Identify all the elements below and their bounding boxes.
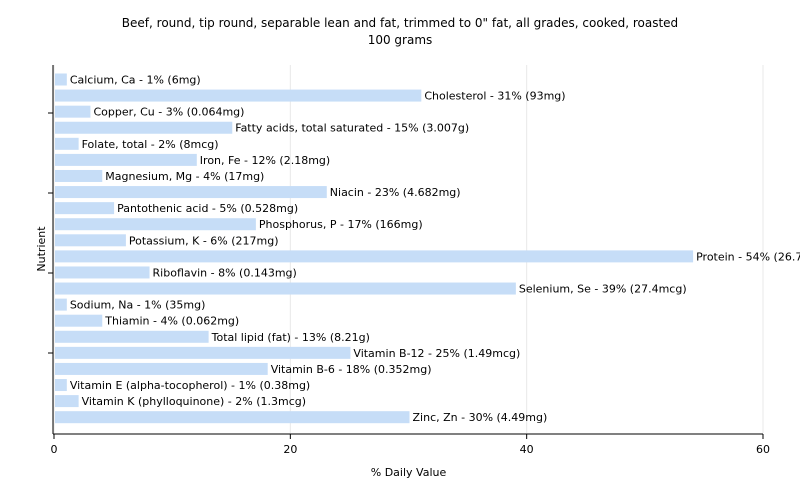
- bar-label: Calcium, Ca - 1% (6mg): [70, 74, 201, 87]
- bars: [55, 73, 694, 424]
- bar: [55, 218, 256, 231]
- bar-label: Potassium, K - 6% (217mg): [129, 234, 279, 247]
- x-tick-label: 40: [520, 443, 534, 456]
- bar: [55, 234, 126, 247]
- bar: [55, 362, 268, 375]
- x-tick-label: 20: [283, 443, 297, 456]
- bar: [55, 379, 67, 392]
- bar-label: Vitamin E (alpha-tocopherol) - 1% (0.38m…: [70, 379, 310, 392]
- bar-label: Pantothenic acid - 5% (0.528mg): [117, 202, 298, 215]
- bar-label: Magnesium, Mg - 4% (17mg): [105, 170, 264, 183]
- bar: [55, 105, 91, 118]
- bar-label: Total lipid (fat) - 13% (8.21g): [211, 331, 370, 344]
- x-tick-label: 0: [51, 443, 58, 456]
- bar: [55, 266, 150, 279]
- axes: 0 20 40 60: [48, 65, 770, 456]
- bar: [55, 250, 694, 263]
- bar-label: Phosphorus, P - 17% (166mg): [259, 218, 423, 231]
- bar: [55, 346, 351, 359]
- bar-label: Cholesterol - 31% (93mg): [424, 90, 565, 103]
- bar: [55, 282, 516, 295]
- grid-lines: [53, 65, 764, 433]
- bar: [55, 186, 327, 199]
- bar-label: Selenium, Se - 39% (27.4mcg): [519, 283, 687, 296]
- x-tick-label: 60: [756, 443, 770, 456]
- chart-title-block: Beef, round, tip round, separable lean a…: [0, 15, 800, 49]
- bar: [55, 330, 209, 343]
- bar: [55, 169, 103, 182]
- bar-label: Zinc, Zn - 30% (4.49mg): [413, 411, 548, 424]
- bar-label: Iron, Fe - 12% (2.18mg): [200, 154, 330, 167]
- bar-label: Protein - 54% (26.79g): [696, 250, 800, 263]
- bar-label: Vitamin B-12 - 25% (1.49mcg): [353, 347, 520, 360]
- bar: [55, 89, 422, 102]
- bar-label: Copper, Cu - 3% (0.064mg): [93, 106, 244, 119]
- bar: [55, 411, 410, 424]
- chart-title: Beef, round, tip round, separable lean a…: [121, 16, 679, 30]
- bar-label: Vitamin K (phylloquinone) - 2% (1.3mcg): [82, 395, 306, 408]
- bar-label: Sodium, Na - 1% (35mg): [70, 299, 206, 312]
- bar-label: Riboflavin - 8% (0.143mg): [153, 266, 297, 279]
- bar: [55, 314, 103, 327]
- chart-subtitle: 100 grams: [367, 33, 433, 47]
- y-axis-title: Nutrient: [35, 226, 48, 272]
- bar: [55, 395, 79, 408]
- bar-labels: Calcium, Ca - 1% (6mg) Cholesterol - 31% …: [70, 74, 800, 425]
- bar: [55, 298, 67, 311]
- bar: [55, 121, 233, 134]
- x-axis-title: % Daily Value: [371, 466, 447, 479]
- bar-label: Thiamin - 4% (0.062mg): [104, 315, 239, 328]
- bar-label: Vitamin B-6 - 18% (0.352mg): [271, 363, 432, 376]
- bar: [55, 202, 115, 215]
- bar: [55, 153, 197, 166]
- bar-label: Niacin - 23% (4.682mg): [330, 186, 461, 199]
- bar-label: Fatty acids, total saturated - 15% (3.00…: [235, 122, 469, 135]
- plot-area: [54, 65, 763, 433]
- bar: [55, 73, 67, 86]
- bar-label: Folate, total - 2% (8mcg): [82, 138, 219, 151]
- bar: [55, 137, 79, 150]
